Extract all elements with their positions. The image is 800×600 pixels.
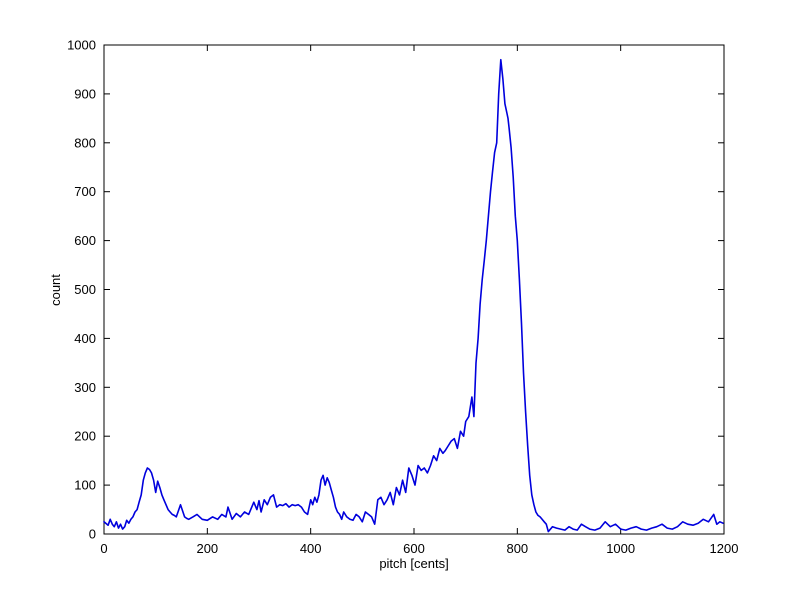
y-tick-label: 800 — [74, 135, 96, 150]
x-tick-label: 400 — [300, 541, 322, 556]
y-tick-label: 700 — [74, 184, 96, 199]
y-tick-label: 100 — [74, 478, 96, 493]
y-tick-label: 900 — [74, 86, 96, 101]
y-axis: 0 100 200 300 400 500 600 700 800 900 1000 — [67, 38, 724, 542]
x-tick-label: 200 — [196, 541, 218, 556]
pitch-count-line — [103, 58, 724, 533]
x-axis: 0 200 400 600 800 1000 1200 — [100, 45, 738, 556]
x-tick-label: 800 — [506, 541, 528, 556]
x-tick-label: 0 — [100, 541, 107, 556]
series-layer — [103, 58, 724, 533]
y-tick-label: 500 — [74, 282, 96, 297]
y-tick-label: 200 — [74, 429, 96, 444]
x-axis-label: pitch [cents] — [379, 556, 448, 571]
y-tick-label: 300 — [74, 380, 96, 395]
y-tick-label: 1000 — [67, 38, 96, 53]
x-tick-label: 1200 — [710, 541, 739, 556]
y-tick-label: 400 — [74, 331, 96, 346]
y-axis-label: count — [48, 274, 63, 306]
plot-area — [103, 44, 725, 535]
y-tick-label: 600 — [74, 233, 96, 248]
y-tick-label: 0 — [89, 527, 96, 542]
x-tick-label: 1000 — [606, 541, 635, 556]
x-tick-label: 600 — [403, 541, 425, 556]
